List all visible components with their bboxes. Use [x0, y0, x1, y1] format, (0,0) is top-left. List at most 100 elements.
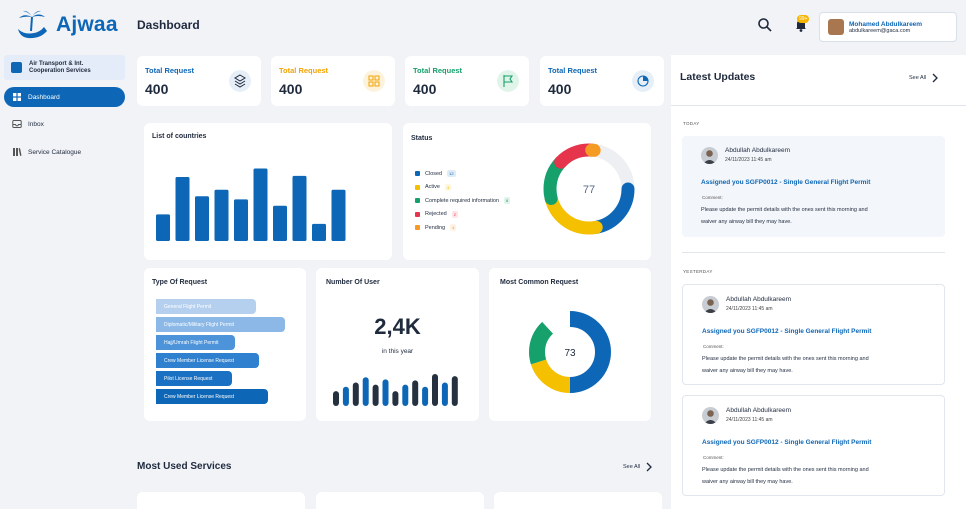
page-title: Dashboard [137, 18, 200, 32]
status-segment[interactable] [543, 143, 635, 235]
person-icon [703, 150, 716, 164]
avatar [702, 296, 719, 313]
service-card[interactable] [137, 492, 305, 509]
user-bar[interactable] [333, 391, 339, 406]
update-card[interactable]: Abdullah Abdulkareem 24/11/2023 11:45 am… [682, 395, 945, 496]
user-menu[interactable]: Mohamed Abdulkareem abdulkareem@gaca.com [819, 12, 957, 42]
user-bar[interactable] [352, 382, 359, 406]
users-bar-chart [333, 374, 458, 406]
user-bar[interactable] [441, 382, 448, 406]
legend-label: Pending [425, 224, 446, 231]
kpi-label: Total Request [413, 66, 463, 75]
user-bar[interactable] [392, 391, 399, 406]
update-headline[interactable]: Assigned you SGFP0012 - Single General F… [702, 439, 872, 446]
legend-count-badge: 12 [447, 170, 456, 178]
service-card[interactable] [494, 492, 662, 509]
user-bar[interactable] [451, 376, 458, 406]
user-bar[interactable] [382, 379, 389, 406]
common-request-segment[interactable] [529, 311, 611, 393]
user-bar[interactable] [362, 377, 369, 406]
sidebar-item-dashboard[interactable]: Dashboard [4, 87, 125, 107]
country-bar[interactable] [331, 189, 346, 241]
update-time: 24/11/2023 11:45 am [726, 306, 773, 312]
app-logo[interactable]: Ajwaa [14, 9, 118, 41]
org-name-line2: Cooperation Services [29, 67, 91, 74]
latest-updates-panel: Latest Updates See All TODAY Abdullah Ab… [671, 55, 966, 509]
legend-swatch [415, 184, 420, 190]
comment-label: Comment: [703, 455, 724, 460]
section-label-today: TODAY [683, 121, 700, 126]
kpi-value: 400 [413, 81, 437, 97]
legend-count-badge: 4 [450, 224, 457, 232]
section-label-yesterday: YESTERDAY [683, 269, 713, 274]
request-type-bar[interactable]: Hajj/Umrah Flight Permit [156, 335, 235, 350]
update-comment: Please update the permit details with th… [702, 356, 869, 374]
user-bar[interactable] [402, 384, 409, 406]
user-bar[interactable] [432, 374, 438, 406]
request-type-bar[interactable]: Pilot License Request [156, 371, 232, 386]
update-card[interactable]: Abdullah Abdulkareem 24/11/2023 11:45 am… [682, 284, 945, 385]
sidebar-item-label: Service Catalogue [28, 148, 82, 156]
country-bar[interactable] [214, 189, 229, 241]
grid-icon [13, 93, 21, 101]
most-common-donut-chart: 73 [529, 311, 611, 393]
country-bar[interactable] [312, 223, 326, 241]
legend-count-badge: 8 [503, 197, 511, 205]
legend-item: Active 4 [415, 181, 510, 195]
country-bar[interactable] [175, 177, 190, 241]
pie-icon [632, 70, 654, 92]
user-bar[interactable] [372, 384, 379, 406]
status-segment[interactable] [543, 143, 635, 235]
search-icon[interactable] [756, 16, 774, 34]
sidebar-item-inbox[interactable]: Inbox [4, 114, 125, 134]
common-request-segment[interactable] [529, 311, 611, 393]
request-type-bar[interactable]: Diplomatic/Military Flight Permit [156, 317, 285, 332]
update-headline[interactable]: Assigned you SGFP0012 - Single General F… [701, 179, 871, 186]
country-bar[interactable] [234, 199, 248, 241]
country-bar[interactable] [273, 205, 287, 241]
legend-item: Pending 4 [415, 221, 510, 235]
most-used-see-all-link[interactable]: See All [623, 462, 653, 472]
update-headline[interactable]: Assigned you SGFP0012 - Single General F… [702, 328, 872, 335]
kpi-value: 400 [145, 81, 169, 97]
user-bar[interactable] [412, 380, 419, 406]
update-author: Abdullah Abdulkareem [725, 147, 791, 154]
org-icon [11, 62, 22, 73]
layers-icon [229, 70, 251, 92]
kpi-label: Total Request [145, 66, 195, 75]
status-segment[interactable] [543, 143, 635, 235]
org-selector[interactable]: Air Transport & Int. Cooperation Service… [4, 55, 125, 80]
updates-see-all-link[interactable]: See All [909, 73, 939, 83]
user-name: Mohamed Abdulkareem [849, 20, 923, 28]
user-bar[interactable] [422, 386, 429, 406]
kpi-card-4[interactable]: Total Request 400 [540, 56, 664, 106]
sidebar: Air Transport & Int. Cooperation Service… [0, 52, 130, 509]
legend-label: Complete required information [425, 197, 499, 204]
see-all-label: See All [909, 75, 927, 81]
country-bar[interactable] [156, 214, 170, 241]
common-request-total: 73 [564, 348, 576, 359]
avatar [702, 407, 719, 424]
avatar [828, 19, 844, 35]
sidebar-item-service-catalogue[interactable]: Service Catalogue [4, 142, 125, 162]
country-bar[interactable] [253, 168, 268, 241]
kpi-card-2[interactable]: Total Request 400 [271, 56, 395, 106]
kpi-card-3[interactable]: Total Request 400 [405, 56, 529, 106]
request-type-bar[interactable]: General Flight Permit [156, 299, 257, 314]
user-bar[interactable] [342, 386, 349, 406]
country-bar[interactable] [195, 196, 209, 241]
inbox-icon [12, 120, 22, 128]
service-card[interactable] [316, 492, 484, 509]
update-time: 24/11/2023 11:45 am [726, 417, 773, 423]
legend-swatch [415, 171, 420, 177]
request-type-bar[interactable]: Crew Member License Request [156, 353, 259, 368]
palm-logo-icon [18, 10, 47, 39]
update-card[interactable]: Abdullah Abdulkareem 24/11/2023 11:45 am… [682, 136, 945, 237]
status-segment[interactable] [543, 143, 635, 235]
request-type-bar[interactable]: Crew Member License Request [156, 389, 268, 404]
country-bar[interactable] [292, 175, 307, 241]
countries-chart [156, 168, 346, 241]
update-time: 24/11/2023 11:45 am [725, 157, 772, 163]
sidebar-item-label: Inbox [28, 120, 44, 128]
kpi-card-1[interactable]: Total Request 400 [137, 56, 261, 106]
